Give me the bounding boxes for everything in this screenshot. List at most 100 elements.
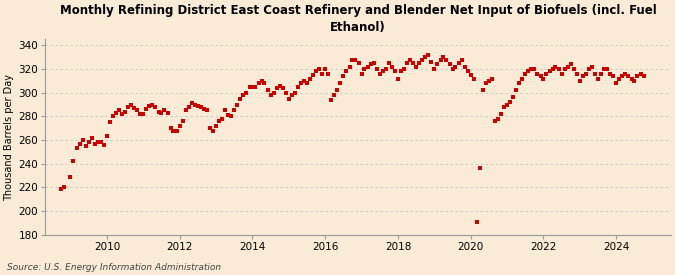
Point — [341, 69, 352, 74]
Point — [577, 74, 588, 78]
Point — [111, 111, 122, 115]
Point — [538, 76, 549, 81]
Point — [493, 117, 504, 121]
Point — [377, 69, 388, 74]
Point — [281, 90, 292, 95]
Point — [426, 60, 437, 64]
Point — [456, 57, 467, 62]
Point — [381, 67, 392, 71]
Point — [502, 102, 512, 107]
Y-axis label: Thousand Barrels per Day: Thousand Barrels per Day — [4, 74, 14, 200]
Point — [277, 86, 288, 90]
Point — [256, 79, 267, 83]
Point — [566, 62, 576, 67]
Point — [375, 72, 385, 76]
Point — [317, 72, 327, 76]
Point — [253, 81, 264, 86]
Point — [298, 79, 309, 83]
Point — [235, 97, 246, 101]
Point — [202, 108, 213, 113]
Point — [141, 107, 152, 111]
Point — [292, 85, 303, 89]
Point — [483, 79, 494, 83]
Point — [59, 185, 70, 189]
Point — [359, 67, 370, 71]
Point — [310, 69, 321, 74]
Point — [168, 128, 179, 133]
Point — [635, 72, 646, 76]
Point — [259, 81, 270, 86]
Point — [229, 108, 240, 113]
Point — [562, 65, 573, 69]
Point — [617, 74, 628, 78]
Point — [320, 67, 331, 71]
Point — [186, 101, 197, 106]
Point — [353, 61, 364, 65]
Point — [408, 61, 418, 65]
Point — [117, 112, 128, 116]
Point — [505, 100, 516, 104]
Point — [508, 95, 518, 100]
Point — [284, 97, 294, 101]
Point — [150, 105, 161, 109]
Point — [399, 67, 410, 71]
Point — [590, 72, 601, 76]
Point — [526, 67, 537, 71]
Point — [220, 108, 231, 113]
Point — [129, 106, 140, 110]
Point — [547, 67, 558, 71]
Point — [211, 124, 221, 128]
Point — [326, 98, 337, 102]
Point — [620, 72, 630, 76]
Point — [132, 108, 142, 113]
Point — [274, 83, 285, 88]
Point — [147, 102, 158, 107]
Point — [629, 79, 640, 83]
Point — [477, 88, 488, 93]
Point — [77, 138, 88, 142]
Point — [126, 102, 136, 107]
Point — [386, 65, 397, 69]
Point — [532, 72, 543, 76]
Point — [350, 57, 360, 62]
Title: Monthly Refining District East Coast Refinery and Blender Net Input of Biofuels : Monthly Refining District East Coast Ref… — [59, 4, 656, 34]
Point — [95, 140, 106, 145]
Point — [626, 76, 637, 81]
Point — [80, 144, 91, 148]
Point — [365, 62, 376, 67]
Point — [86, 136, 97, 140]
Point — [432, 62, 443, 67]
Point — [605, 72, 616, 76]
Point — [611, 81, 622, 86]
Point — [638, 74, 649, 78]
Point — [174, 124, 185, 128]
Point — [90, 141, 101, 146]
Point — [554, 67, 564, 71]
Point — [250, 85, 261, 89]
Point — [623, 74, 634, 78]
Point — [475, 166, 485, 170]
Point — [411, 65, 422, 69]
Point — [296, 81, 306, 86]
Point — [335, 81, 346, 86]
Point — [495, 112, 506, 116]
Point — [290, 90, 300, 95]
Point — [83, 140, 94, 145]
Point — [165, 126, 176, 130]
Point — [462, 69, 473, 74]
Point — [135, 112, 146, 116]
Point — [441, 57, 452, 62]
Point — [332, 88, 343, 93]
Point — [393, 76, 404, 81]
Point — [123, 105, 134, 109]
Point — [113, 108, 124, 113]
Point — [56, 186, 67, 191]
Point — [314, 67, 325, 71]
Point — [559, 67, 570, 71]
Point — [438, 55, 449, 59]
Point — [584, 67, 595, 71]
Point — [593, 76, 603, 81]
Point — [580, 72, 591, 76]
Point — [423, 53, 433, 57]
Point — [217, 117, 227, 121]
